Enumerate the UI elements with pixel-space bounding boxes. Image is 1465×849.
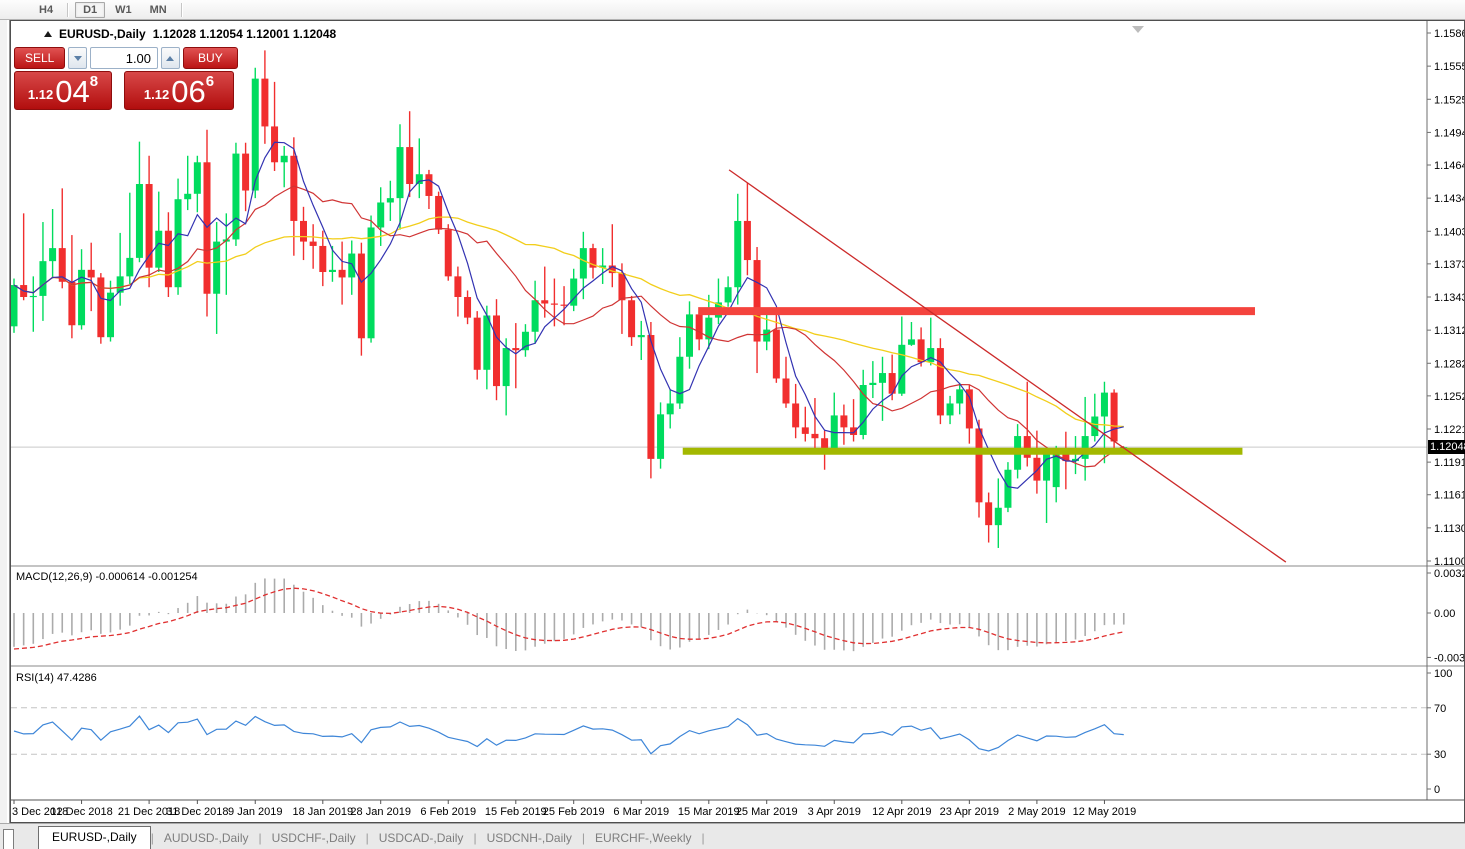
price-axis-tick-label: 1.15555 <box>1434 61 1464 73</box>
macd-signal-line <box>13 587 1124 650</box>
buy-price-big: 06 <box>171 74 206 109</box>
price-axis-tick-label: 1.12215 <box>1434 424 1464 436</box>
candles-layer <box>11 50 1128 548</box>
left-panel-edge[interactable] <box>0 20 10 823</box>
time-axis-tick-label: 3 Apr 2019 <box>808 806 861 818</box>
time-axis-tick-label: 15 Feb 2019 <box>485 806 547 818</box>
symbol-tab-usdcnh[interactable]: USDCNH-,Daily <box>486 831 572 845</box>
rsi-line <box>13 715 1124 755</box>
time-axis-tick-label: 28 Jan 2019 <box>350 806 411 818</box>
time-axis-tick-label: 6 Feb 2019 <box>420 806 476 818</box>
chevron-up-icon <box>166 55 175 61</box>
one-click-trading-panel: SELL BUY 1.12 04 8 1.12 06 6 <box>14 47 238 110</box>
autoscroll-triangle-icon <box>1132 26 1144 33</box>
sell-price-pipette: 8 <box>89 73 99 90</box>
tab-separator: | <box>473 831 477 845</box>
price-axis-tick-label: 1.13430 <box>1434 292 1464 304</box>
price-axis-tick-label: 1.14645 <box>1434 160 1464 172</box>
symbol-tab-usdchf[interactable]: USDCHF-,Daily <box>271 831 356 845</box>
price-axis-tick-label: 1.15860 <box>1434 28 1464 40</box>
rsi-axis-tick-label: 0 <box>1434 784 1440 796</box>
tab-bar-notch <box>3 829 14 849</box>
sell-price-panel[interactable]: 1.12 04 8 <box>14 71 112 110</box>
timeframe-button-w1[interactable]: W1 <box>115 3 132 16</box>
symbol-tab-audusd[interactable]: AUDUSD-,Daily <box>163 831 249 845</box>
macd-axis-tick-label: 0.003287 <box>1434 568 1464 580</box>
ma-slow-line <box>13 216 1124 428</box>
buy-price-small: 1.12 <box>143 87 170 102</box>
time-axis-tick-label: 21 Dec 2018 <box>118 806 180 818</box>
tab-separator: | <box>701 831 705 845</box>
time-axis-tick-label: 12 Dec 2018 <box>50 806 112 818</box>
time-axis-tick-label: 31 Dec 2018 <box>166 806 228 818</box>
time-axis-tick-label: 25 Mar 2019 <box>736 806 798 818</box>
time-axis-tick-label: 23 Apr 2019 <box>940 806 999 818</box>
sell-price-big: 04 <box>55 74 90 109</box>
time-axis-tick-label: 18 Jan 2019 <box>293 806 354 818</box>
sell-price-small: 1.12 <box>27 87 54 102</box>
tab-separator: | <box>258 831 262 845</box>
symbol-tab-bar: EURUSD-,Daily | AUDUSD-,Daily | USDCHF-,Dail… <box>0 823 1465 849</box>
macd-axis-tick-label: 0.00 <box>1434 608 1455 620</box>
symbol-tab-eurusd[interactable]: EURUSD-,Daily <box>38 826 151 849</box>
ma-fast-line <box>13 141 1124 489</box>
toolbar-separator <box>67 2 70 17</box>
price-axis-tick-label: 1.13735 <box>1434 259 1464 271</box>
price-axis-tick-label: 1.14340 <box>1434 193 1464 205</box>
price-axis-tick-label: 1.12820 <box>1434 358 1464 370</box>
macd-axis-tick-label: -0.00365 <box>1434 652 1464 664</box>
rsi-axis-tick-label: 30 <box>1434 749 1446 761</box>
time-axis-tick-label: 3 Dec 2018 <box>12 806 68 818</box>
timeframe-button-h4[interactable]: H4 <box>39 3 54 16</box>
toolbar-separator <box>180 2 183 17</box>
price-axis-tick-label: 1.15250 <box>1434 94 1464 106</box>
top-toolbar: H4 D1 W1 MN <box>0 0 1465 20</box>
time-axis-tick-label: 12 Apr 2019 <box>872 806 931 818</box>
chart-window: 1.15860 1.15555 1.15250 1.14945 1.14645 1.143… <box>10 20 1465 823</box>
timeframe-button-d1[interactable]: D1 <box>75 1 106 18</box>
timeframe-button-mn[interactable]: MN <box>149 3 167 16</box>
chevron-down-icon <box>73 55 82 61</box>
buy-button[interactable]: BUY <box>182 47 238 69</box>
price-axis-tick-label: 1.12520 <box>1434 391 1464 403</box>
volume-increase-button[interactable] <box>161 47 180 69</box>
rsi-indicator-label: RSI(14) 47.4286 <box>16 672 97 684</box>
chart-title: EURUSD-,Daily 1.12028 1.12054 1.12001 1.… <box>44 27 336 41</box>
price-axis-tick-label: 1.14945 <box>1434 127 1464 139</box>
rsi-axis-tick-label: 70 <box>1434 703 1446 715</box>
time-axis-tick-label: 6 Mar 2019 <box>613 806 669 818</box>
time-axis-tick-label: 2 May 2019 <box>1008 806 1065 818</box>
current-price-box: 1.12048 <box>1428 440 1465 454</box>
time-axis-tick-label: 9 Jan 2019 <box>228 806 282 818</box>
price-axis-tick-label: 1.14035 <box>1434 226 1464 238</box>
descending-trend-line <box>728 169 1287 563</box>
collapse-triangle-icon[interactable] <box>44 31 52 37</box>
time-axis-tick-label: 25 Feb 2019 <box>543 806 605 818</box>
symbol-tab-usdcad[interactable]: USDCAD-,Daily <box>378 831 464 845</box>
price-axis-tick-label: 1.11610 <box>1434 490 1464 502</box>
volume-input[interactable] <box>90 47 159 69</box>
symbol-tab-eurchf[interactable]: EURCHF-,Weekly <box>595 831 692 845</box>
chart-symbol-label: EURUSD-,Daily <box>59 27 146 41</box>
macd-indicator-label: MACD(12,26,9) -0.000614 -0.001254 <box>16 571 198 583</box>
price-axis-tick-label: 1.11305 <box>1434 523 1464 535</box>
buy-price-panel[interactable]: 1.12 06 6 <box>124 71 234 110</box>
sell-button[interactable]: SELL <box>14 47 66 69</box>
volume-decrease-button[interactable] <box>68 47 88 69</box>
buy-price-pipette: 6 <box>205 73 215 90</box>
tab-separator: | <box>365 831 369 845</box>
tab-separator: | <box>150 831 154 845</box>
rsi-axis-tick-label: 100 <box>1434 668 1452 680</box>
macd-histogram <box>13 578 1125 652</box>
chart-ohlc-readout: 1.12028 1.12054 1.12001 1.12048 <box>152 27 337 41</box>
tab-separator: | <box>581 831 586 845</box>
chart-canvas[interactable]: 1.15860 1.15555 1.15250 1.14945 1.14645 1.143… <box>11 21 1464 822</box>
ma-mid-line <box>13 185 1125 468</box>
price-axis-tick-label: 1.13125 <box>1434 325 1464 337</box>
time-axis-tick-label: 12 May 2019 <box>1073 806 1137 818</box>
price-axis-tick-label: 1.11910 <box>1434 457 1464 469</box>
time-axis-tick-label: 15 Mar 2019 <box>678 806 740 818</box>
